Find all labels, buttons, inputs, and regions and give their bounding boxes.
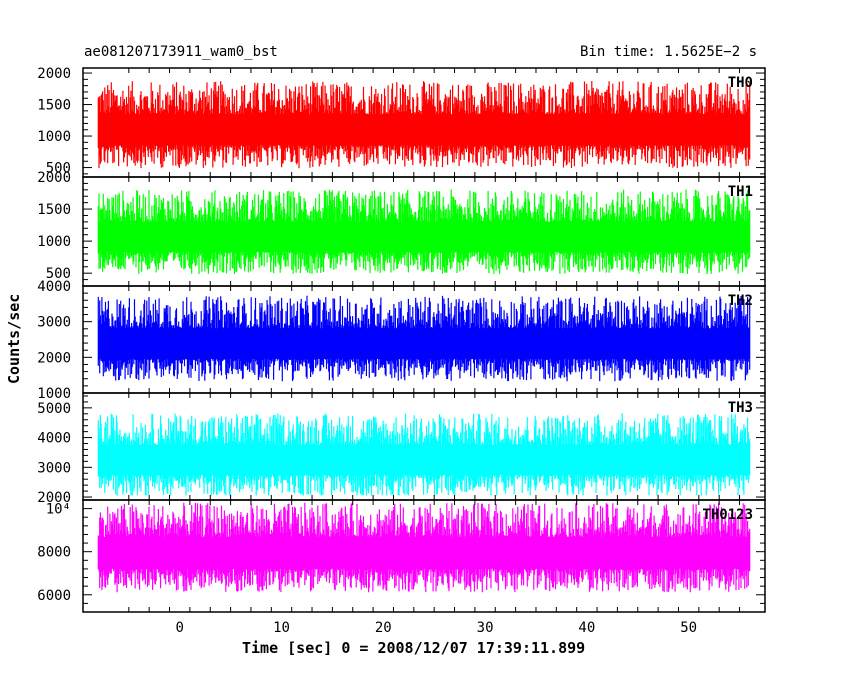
y-tick-label-th0123: 10⁴ bbox=[46, 502, 71, 518]
panel-label-th3: TH3 bbox=[728, 400, 753, 416]
y-tick-label-th1: 2000 bbox=[37, 170, 71, 186]
x-axis-label: Time [sec] 0 = 2008/12/07 17:39:11.899 bbox=[242, 639, 586, 657]
x-tick-label: 50 bbox=[680, 620, 697, 636]
y-tick-label-th0123: 8000 bbox=[37, 545, 71, 561]
panel-label-th0123: TH0123 bbox=[702, 507, 753, 523]
y-tick-label-th0123: 6000 bbox=[37, 588, 71, 604]
y-tick-label-th1: 500 bbox=[46, 266, 71, 282]
y-tick-label-th3: 3000 bbox=[37, 460, 71, 476]
y-tick-label-th1: 1000 bbox=[37, 234, 71, 250]
y-tick-label-th2: 1000 bbox=[37, 386, 71, 402]
y-tick-label-th0: 2000 bbox=[37, 66, 71, 82]
series-th0123-line bbox=[97, 502, 751, 593]
y-tick-label-th2: 4000 bbox=[37, 279, 71, 295]
panel-label-th0: TH0 bbox=[728, 75, 753, 91]
y-axis-label: Counts/sec bbox=[5, 293, 23, 384]
observation-id-title: ae081207173911_wam0_bst bbox=[84, 44, 278, 60]
series-th1-line bbox=[97, 189, 751, 274]
y-tick-label-th0: 1000 bbox=[37, 129, 71, 145]
x-tick-label: 30 bbox=[477, 620, 494, 636]
y-tick-label-th3: 4000 bbox=[37, 431, 71, 447]
series-th2-line bbox=[97, 295, 751, 382]
y-tick-label-th3: 5000 bbox=[37, 401, 71, 417]
series-th3-line bbox=[97, 413, 751, 496]
panel-label-th1: TH1 bbox=[728, 184, 753, 200]
y-tick-label-th2: 3000 bbox=[37, 315, 71, 331]
x-tick-label: 40 bbox=[578, 620, 595, 636]
panel-label-th2: TH2 bbox=[728, 293, 753, 309]
y-tick-label-th2: 2000 bbox=[37, 350, 71, 366]
y-tick-label-th1: 1500 bbox=[37, 202, 71, 218]
x-tick-label: 20 bbox=[375, 620, 392, 636]
x-tick-label: 0 bbox=[175, 620, 183, 636]
x-tick-label: 10 bbox=[273, 620, 290, 636]
series-th0-line bbox=[97, 81, 751, 169]
y-tick-label-th3: 2000 bbox=[37, 490, 71, 506]
y-tick-label-th0: 1500 bbox=[37, 98, 71, 114]
panel-frame-th0123 bbox=[82, 499, 766, 613]
bin-time-label: Bin time: 1.5625E−2 s bbox=[580, 44, 758, 60]
y-tick-label-th0: 500 bbox=[46, 161, 71, 177]
